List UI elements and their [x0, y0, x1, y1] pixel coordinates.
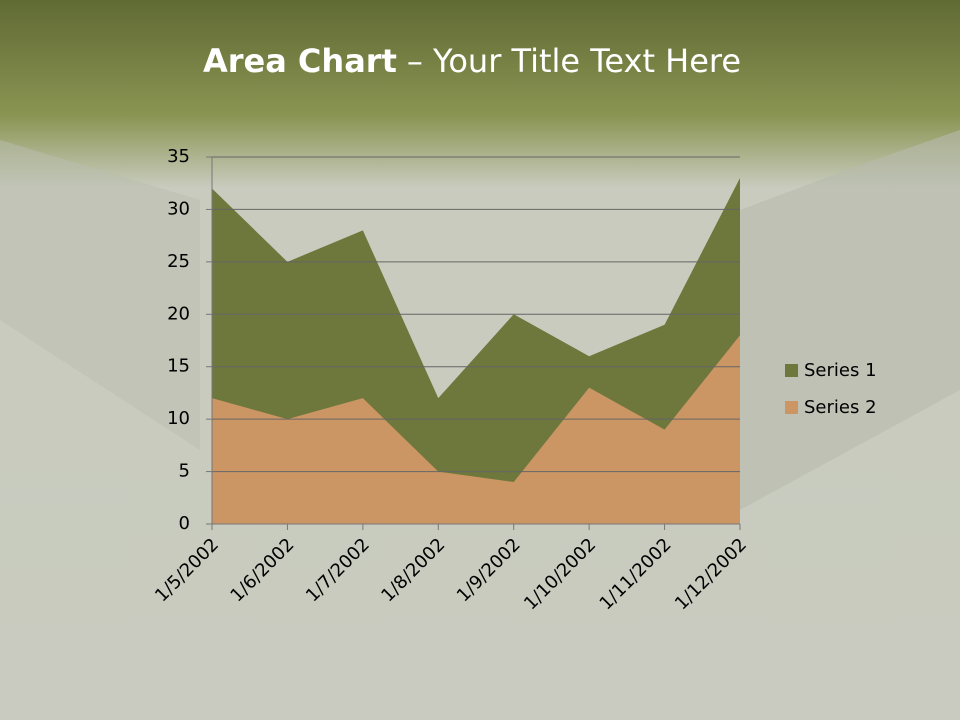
y-tick-label: 25 [167, 251, 190, 272]
legend-label: Series 2 [804, 397, 877, 418]
legend-swatch [785, 401, 798, 414]
background-shape [0, 140, 200, 450]
background-shape [740, 130, 960, 510]
title-rest: – Your Title Text Here [407, 42, 741, 80]
y-tick-label: 10 [167, 408, 190, 429]
area [212, 335, 740, 524]
y-tick-label: 5 [179, 461, 190, 482]
y-tick-label: 30 [167, 198, 190, 219]
slide-title: Area Chart – Your Title Text Here [203, 42, 741, 80]
title-emphasis: Area Chart [203, 42, 397, 80]
y-tick-label: 35 [167, 146, 190, 167]
y-tick-label: 0 [179, 513, 190, 534]
y-tick-label: 15 [167, 356, 190, 377]
legend-swatch [785, 364, 798, 377]
legend-label: Series 1 [804, 360, 877, 381]
y-tick-label: 20 [167, 303, 190, 324]
